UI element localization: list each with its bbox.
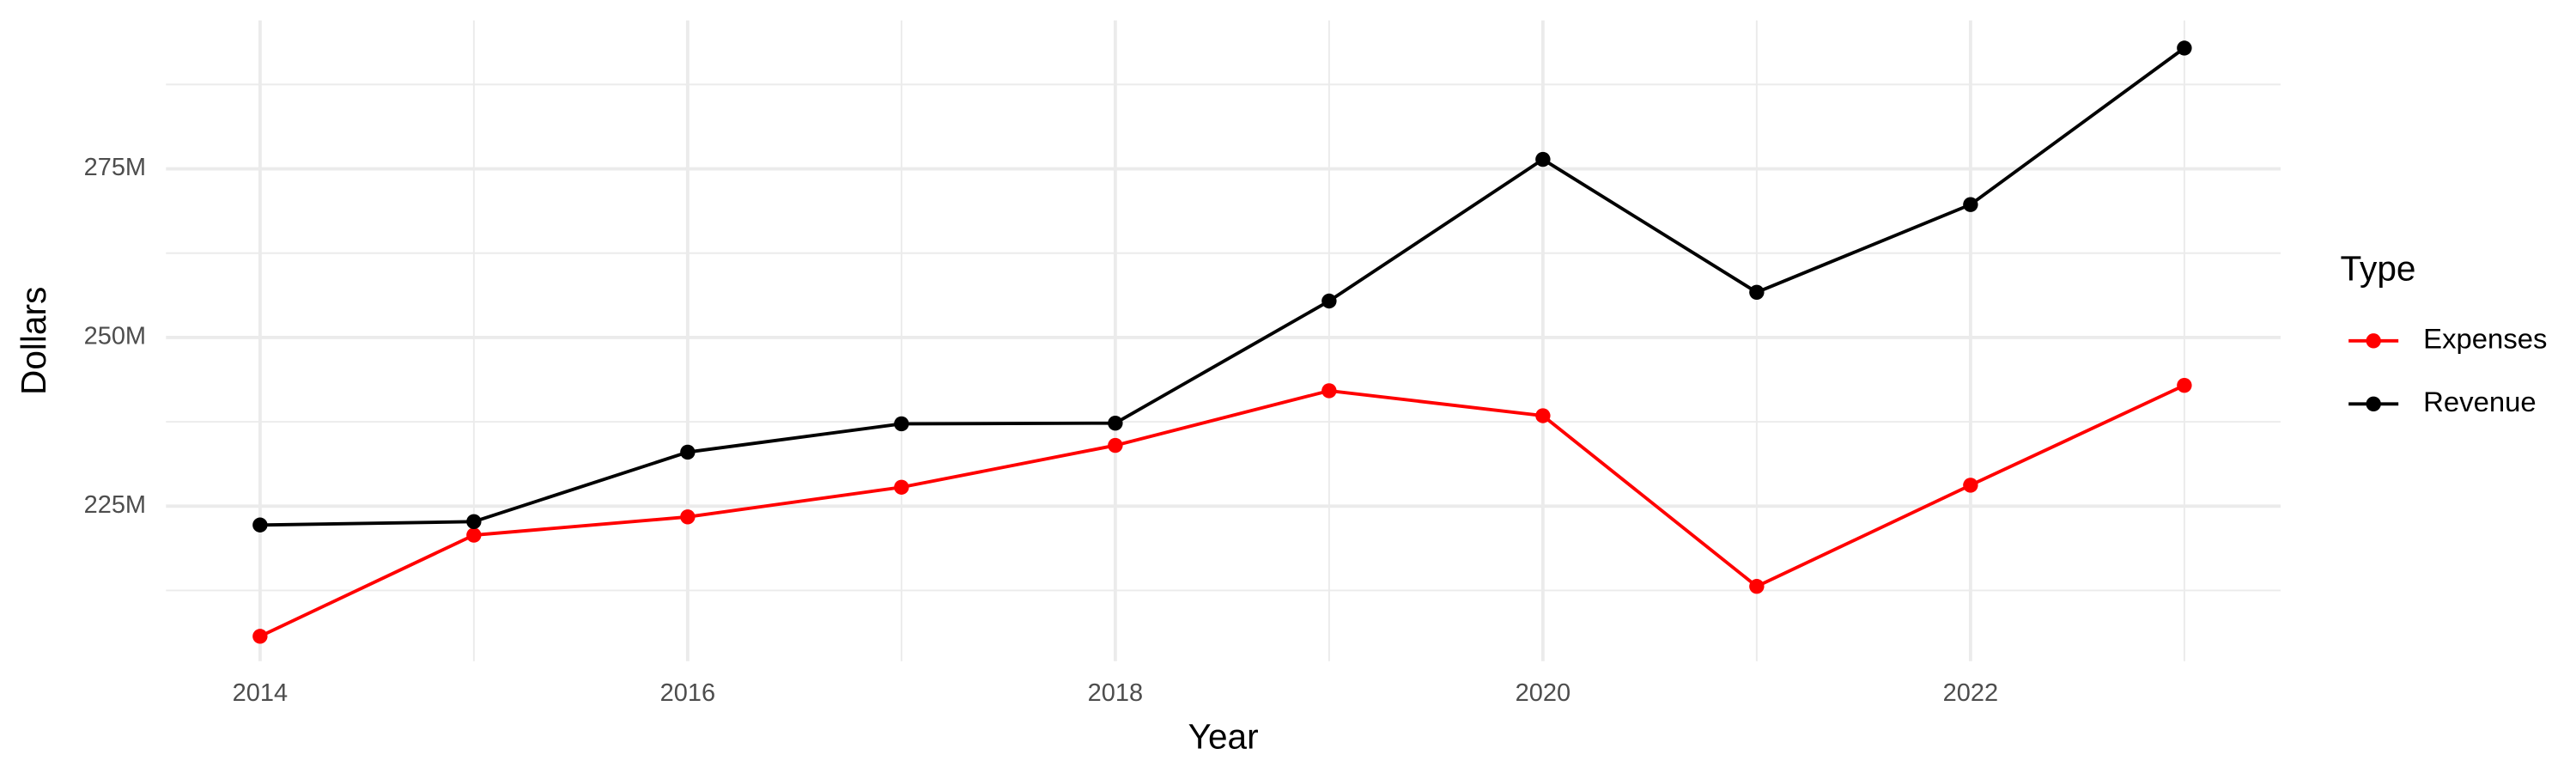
data-point	[1535, 408, 1551, 423]
y-tick-label: 225M	[84, 491, 147, 519]
data-point	[252, 517, 268, 533]
data-point	[1108, 437, 1123, 453]
y-axis-title: Dollars	[14, 287, 53, 395]
data-point	[1108, 415, 1123, 431]
y-tick-label: 275M	[84, 154, 147, 181]
data-point	[680, 444, 696, 460]
data-point	[2177, 377, 2192, 393]
x-tick-label: 2016	[660, 679, 715, 707]
grid	[166, 20, 2281, 661]
data-point	[466, 514, 482, 530]
data-point	[1749, 579, 1765, 594]
legend-label: Expenses	[2423, 323, 2547, 355]
data-point	[1963, 478, 1978, 493]
data-point	[1321, 383, 1337, 399]
legend-label: Revenue	[2423, 386, 2537, 417]
series-line	[259, 383, 2185, 638]
data-point	[1749, 284, 1765, 300]
data-point	[252, 629, 268, 644]
data-point	[466, 527, 482, 543]
series-line	[259, 46, 2186, 527]
legend-key-point	[2366, 333, 2381, 349]
data-point	[1535, 151, 1551, 167]
data-point	[680, 509, 696, 525]
data-point	[1963, 197, 1978, 212]
y-tick-label: 250M	[84, 323, 147, 350]
legend-key-point	[2366, 396, 2381, 411]
data-point	[894, 416, 909, 432]
x-tick-label: 2014	[233, 679, 288, 707]
data-point	[894, 479, 909, 495]
data-point	[1321, 293, 1337, 309]
data-point	[2177, 40, 2192, 56]
x-axis-title: Year	[1188, 716, 1259, 756]
x-tick-label: 2022	[1943, 679, 1998, 707]
x-tick-label: 2020	[1516, 679, 1571, 707]
legend-title: Type	[2341, 248, 2416, 288]
x-tick-label: 2018	[1088, 679, 1143, 707]
